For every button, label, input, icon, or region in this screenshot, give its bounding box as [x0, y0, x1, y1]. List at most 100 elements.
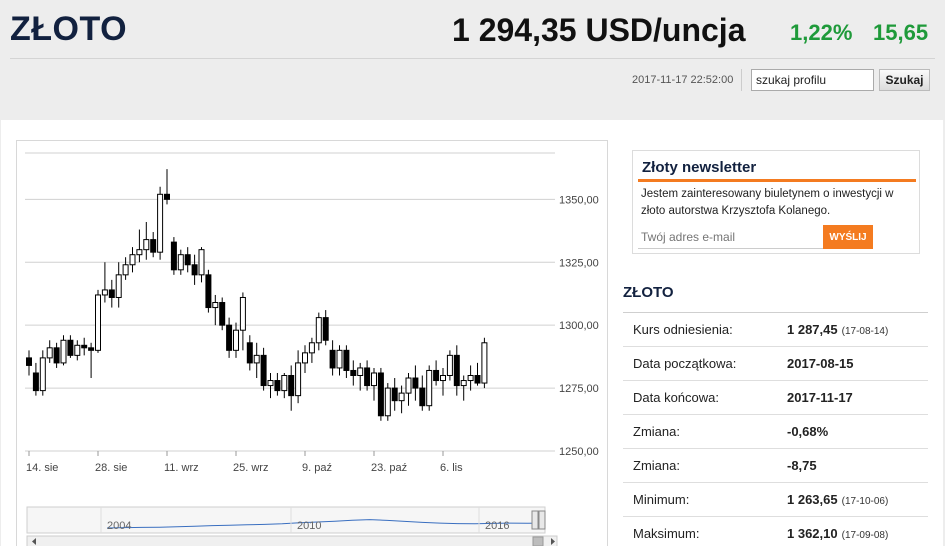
scroll-left-icon[interactable] [32, 538, 36, 545]
stat-value-text: -8,75 [787, 458, 817, 473]
candle-up [157, 193, 164, 253]
candle-up [143, 239, 150, 251]
candle-down [32, 372, 39, 392]
search-profile-input[interactable] [751, 69, 874, 91]
navigator-year-label: 2010 [297, 520, 321, 532]
candle-up [481, 342, 488, 384]
candle-down [53, 347, 60, 364]
candle-up [308, 342, 315, 354]
stats-table: Kurs odniesienia: 1 287,45 (17-08-14) Data … [623, 312, 928, 546]
stat-row: Kurs odniesienia: 1 287,45 (17-08-14) [623, 312, 928, 346]
candlestick-chart[interactable]: 1350,00 1325,00 1300,00 1275,00 1250,00 14. s… [17, 141, 609, 546]
candle-up [371, 372, 377, 387]
scrollbar-track[interactable] [26, 535, 558, 546]
stat-label: Kurs odniesienia: [633, 322, 733, 337]
x-tick-label: 28. sie [95, 462, 127, 474]
scrollbar-thumb[interactable] [532, 536, 544, 546]
candle-down [419, 387, 426, 407]
stat-value-text: 2017-11-17 [787, 390, 853, 405]
candle-up [253, 354, 260, 364]
x-tick-label: 9. paź [302, 462, 332, 474]
send-button[interactable]: WYŚLIJ [823, 225, 873, 249]
candle-up [398, 392, 405, 402]
y-tick-label: 1300,00 [559, 320, 599, 332]
stat-value: -8,75 [787, 458, 817, 473]
candle-down [433, 369, 440, 382]
stat-value-text: 2017-08-15 [787, 356, 854, 371]
change-absolute: 15,65 [873, 20, 929, 45]
stat-value: 2017-11-17 [787, 390, 853, 405]
stat-date: (17-09-08) [841, 530, 889, 541]
scroll-right-icon[interactable] [551, 538, 555, 545]
candle-up [357, 367, 364, 376]
chart-panel: 1350,00 1325,00 1300,00 1275,00 1250,00 14. s… [16, 140, 608, 546]
candle-down [391, 387, 398, 402]
toolbar: 2017-11-17 22:52:00 Szukaj [10, 58, 935, 100]
candle-down [274, 380, 281, 392]
stat-value-text: -0,68% [787, 424, 829, 439]
stat-value-text: 1 263,65 [787, 492, 838, 507]
candle-down [288, 375, 295, 397]
x-tick-label: 23. paź [371, 462, 407, 474]
x-tick-label: 6. lis [440, 462, 463, 474]
candle-down [412, 377, 419, 389]
navigator-handle-left[interactable] [531, 510, 539, 530]
y-tick-label: 1350,00 [559, 194, 599, 206]
page-title: ZŁOTO [10, 10, 128, 48]
candle-up [405, 377, 412, 394]
candle-down [322, 317, 329, 341]
candle-up [233, 329, 239, 351]
navigator-year-label: 2016 [485, 520, 509, 532]
stat-value-text: 1 362,10 [787, 526, 838, 541]
candle-down [350, 369, 357, 376]
candle-down [81, 344, 88, 349]
candle-up [267, 380, 274, 387]
stat-label: Zmiana: [633, 458, 680, 473]
newsletter-title: Złoty newsletter [642, 159, 757, 176]
stat-label: Data końcowa: [633, 390, 719, 405]
candle-down [108, 289, 115, 298]
candle-up [136, 249, 143, 256]
stat-row: Maksimum: 1 362,10 (17-09-08) [623, 516, 928, 546]
candle-up [281, 375, 288, 392]
candle-up [467, 375, 474, 382]
candle-down [26, 357, 32, 366]
newsletter-divider [638, 179, 916, 182]
navigator-line [106, 519, 546, 529]
candle-down [453, 354, 460, 387]
candle-up [446, 354, 453, 377]
candle-up [336, 349, 343, 369]
y-tick-label: 1275,00 [559, 383, 599, 395]
stat-value: 1 287,45 (17-08-14) [787, 322, 888, 337]
candle-up [239, 296, 246, 331]
stat-value: 1 263,65 (17-10-06) [787, 492, 888, 507]
candle-up [460, 380, 467, 387]
x-tick-label: 14. sie [26, 462, 58, 474]
divider [741, 69, 742, 91]
candle-up [129, 254, 136, 266]
stat-row: Zmiana: -0,68% [623, 414, 928, 448]
stat-label: Minimum: [633, 492, 690, 507]
candle-down [329, 349, 336, 369]
stat-date: (17-10-06) [841, 496, 889, 507]
candle-up [384, 387, 391, 417]
candle-down [219, 302, 226, 326]
x-tick-label: 11. wrz [164, 462, 199, 474]
candle-up [74, 344, 81, 356]
search-button[interactable]: Szukaj [879, 69, 930, 91]
price-value: 1 294,35 USD/uncja [452, 12, 746, 48]
content-area: 1350,00 1325,00 1300,00 1275,00 1250,00 14. s… [1, 120, 943, 546]
navigator-year-label: 2004 [107, 520, 131, 532]
stat-row: Data końcowa: 2017-11-17 [623, 380, 928, 414]
stat-value: 2017-08-15 [787, 356, 854, 371]
navigator-handle-right[interactable] [538, 510, 546, 530]
newsletter-text: Jestem zainteresowany biuletynem o inwes… [641, 188, 894, 217]
candle-up [46, 347, 53, 359]
candle-down [184, 254, 191, 266]
candle-down [343, 349, 350, 371]
candle-up [212, 302, 219, 309]
candle-up [302, 352, 308, 364]
email-field[interactable] [638, 225, 823, 249]
candle-up [39, 357, 46, 392]
candle-down [170, 241, 177, 271]
